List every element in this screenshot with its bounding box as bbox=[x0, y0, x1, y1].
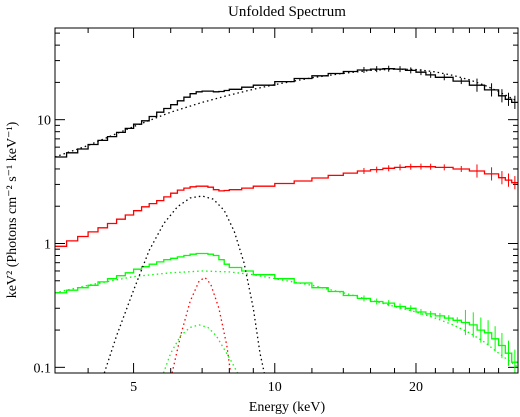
series-3-step-line bbox=[55, 252, 518, 363]
series-2-step-line bbox=[55, 165, 518, 247]
series-5-model-line bbox=[103, 195, 265, 373]
x-tick-label: 20 bbox=[409, 380, 423, 395]
series-error-bars bbox=[363, 65, 516, 109]
x-axis-label: Energy (keV) bbox=[249, 400, 326, 415]
y-axis-label: keV² (Photons cm⁻² s⁻¹ keV⁻¹) bbox=[5, 121, 20, 298]
y-tick-label: 10 bbox=[37, 114, 51, 129]
axis-ticks bbox=[55, 28, 518, 373]
series-4-model-line bbox=[55, 270, 518, 368]
series-7-model-line bbox=[162, 324, 239, 373]
y-tick-label: 0.1 bbox=[34, 361, 52, 376]
y-tick-label: 1 bbox=[44, 238, 51, 253]
x-tick-label: 5 bbox=[130, 380, 137, 395]
series-6-model-line bbox=[171, 276, 232, 373]
series-1-model-line bbox=[55, 68, 518, 158]
plot-frame bbox=[54, 27, 519, 374]
x-tick-label: 10 bbox=[268, 380, 282, 395]
chart-title: Unfolded Spectrum bbox=[228, 4, 346, 20]
